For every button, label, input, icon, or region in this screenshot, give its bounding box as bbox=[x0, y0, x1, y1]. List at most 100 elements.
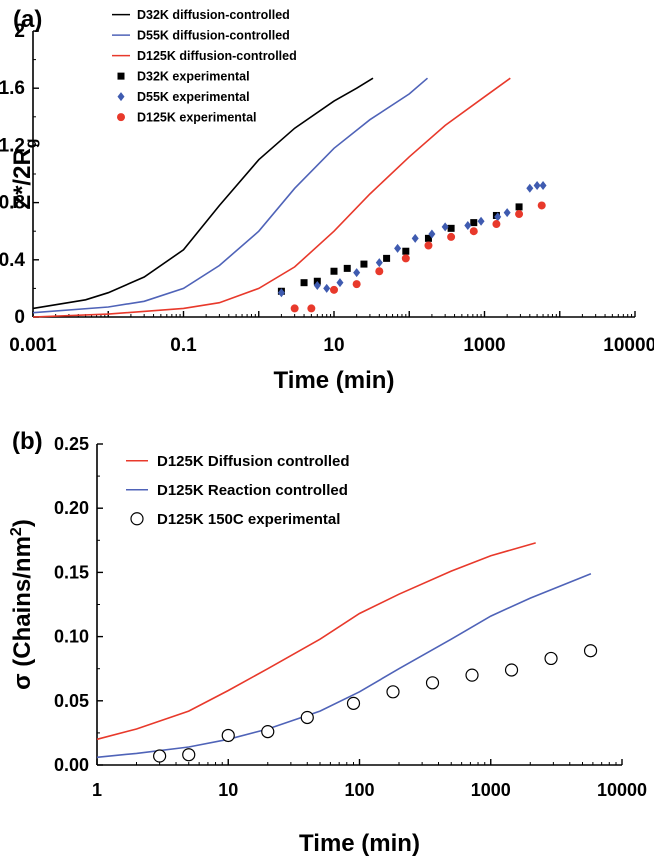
x-tick-label: 1000 bbox=[463, 335, 505, 356]
y-tick-label: 1.2 bbox=[0, 135, 25, 156]
data-point-open-circle bbox=[182, 748, 196, 762]
legend-label: D125K Diffusion controlled bbox=[157, 453, 350, 470]
legend-label: D125K experimental bbox=[137, 111, 257, 125]
data-point-open-circle bbox=[261, 725, 275, 739]
legend-label: D125K 150C experimental bbox=[157, 511, 340, 528]
x-tick-label: 1000 bbox=[471, 780, 511, 800]
y-tick-label: 0.05 bbox=[54, 691, 89, 711]
legend-label: D55K diffusion-controlled bbox=[137, 29, 290, 43]
y-tick-label: 0.10 bbox=[54, 627, 89, 647]
y-tick-label: 0.4 bbox=[0, 250, 25, 271]
data-point-open-circle bbox=[583, 644, 598, 658]
data-point-square bbox=[343, 264, 351, 272]
y-tick-label: 0 bbox=[14, 307, 25, 328]
legend-marker-square bbox=[117, 72, 125, 80]
legend-label: D32K experimental bbox=[137, 70, 250, 84]
y-axis-title: σ (Chains/nm2) bbox=[8, 519, 36, 690]
data-point-square bbox=[330, 267, 338, 275]
series-line bbox=[32, 77, 429, 314]
y-tick-label: 0.00 bbox=[54, 755, 89, 775]
legend-label: D125K Reaction controlled bbox=[157, 482, 348, 499]
y-tick-label: 1.6 bbox=[0, 78, 25, 99]
data-point-diamond bbox=[441, 222, 449, 232]
x-tick-label: 100000 bbox=[603, 335, 654, 356]
y-tick-label: 2 bbox=[14, 21, 25, 42]
series-line bbox=[96, 572, 592, 759]
data-point-circle bbox=[537, 201, 546, 210]
x-tick-label: 0.1 bbox=[170, 335, 197, 356]
data-point-open-circle bbox=[425, 676, 440, 690]
x-tick-label: 1 bbox=[92, 780, 102, 800]
data-point-diamond bbox=[313, 281, 321, 291]
data-point-circle bbox=[290, 304, 299, 313]
panel-label: (a) bbox=[13, 6, 42, 33]
y-tick-label: 0.15 bbox=[54, 562, 89, 582]
data-point-open-circle bbox=[504, 663, 519, 677]
data-point-diamond bbox=[394, 243, 402, 253]
data-point-diamond bbox=[336, 278, 344, 288]
data-point-square bbox=[424, 234, 432, 242]
data-point-circle bbox=[330, 285, 338, 294]
data-point-diamond bbox=[494, 212, 502, 222]
panel-b-chart: (b) 0.00 0.05 0.10 0.15 0.20 0.25 1 10 100 1000 100… bbox=[8, 428, 647, 857]
series-line bbox=[32, 77, 374, 310]
x-tick-label: 10 bbox=[218, 780, 238, 800]
data-point-circle bbox=[424, 241, 433, 250]
data-point-circle bbox=[307, 304, 316, 313]
x-axis-title: Time (min) bbox=[299, 830, 420, 857]
data-point-diamond bbox=[353, 268, 361, 278]
data-point-open-circle bbox=[153, 749, 167, 763]
data-point-diamond bbox=[375, 258, 383, 268]
legend-label: D32K diffusion-controlled bbox=[137, 8, 290, 22]
data-point-diamond bbox=[323, 283, 331, 293]
data-point-circle bbox=[401, 254, 410, 263]
y-tick-label: 0.20 bbox=[54, 498, 89, 518]
data-point-open-circle bbox=[465, 668, 479, 682]
y-axis-title-main: σ (Chains/nm bbox=[9, 536, 36, 690]
data-point-circle bbox=[492, 220, 501, 229]
data-point-circle bbox=[469, 227, 478, 236]
x-tick-label: 0.001 bbox=[9, 335, 57, 356]
data-point-open-circle bbox=[300, 710, 314, 725]
panel-a-chart: (a) 0 0.4 0.8 1.2 1.6 2 0.001 0.1 10 1000 100000 Tim… bbox=[0, 6, 654, 394]
data-point-diamond bbox=[539, 180, 547, 190]
y-tick-label: 0.25 bbox=[54, 434, 89, 454]
y-axis-title-main: Z*/2R bbox=[9, 148, 36, 209]
data-point-square bbox=[402, 247, 410, 255]
data-point-open-circle bbox=[221, 728, 235, 743]
data-point-diamond bbox=[411, 233, 419, 243]
data-point-square bbox=[300, 279, 308, 287]
legend-label: D55K experimental bbox=[137, 90, 250, 104]
data-point-square bbox=[515, 203, 523, 211]
legend-label: D125K diffusion-controlled bbox=[137, 49, 297, 63]
y-axis-title-subscript: g bbox=[23, 138, 40, 148]
data-point-square bbox=[447, 224, 455, 232]
data-point-open-circle bbox=[346, 696, 361, 710]
data-point-diamond bbox=[533, 180, 541, 190]
legend-marker-diamond bbox=[117, 92, 125, 102]
series-line bbox=[32, 77, 511, 318]
x-tick-label: 10000 bbox=[597, 780, 647, 800]
y-tick-label: 0.8 bbox=[0, 193, 25, 214]
y-axis-title-close: ) bbox=[9, 519, 36, 527]
panel-label: (b) bbox=[12, 428, 43, 455]
x-axis-title: Time (min) bbox=[274, 367, 395, 394]
data-point-square bbox=[360, 260, 368, 268]
data-point-circle bbox=[375, 267, 384, 276]
legend-marker-circle bbox=[117, 113, 125, 122]
series-line bbox=[96, 542, 536, 741]
y-axis-title: Z*/2Rg bbox=[9, 138, 40, 209]
data-point-open-circle bbox=[544, 651, 558, 666]
data-point-circle bbox=[447, 232, 456, 241]
data-point-circle bbox=[352, 280, 361, 289]
data-point-circle bbox=[515, 210, 524, 219]
data-point-diamond bbox=[503, 208, 511, 218]
data-point-diamond bbox=[464, 220, 472, 230]
x-tick-label: 100 bbox=[344, 780, 374, 800]
data-point-square bbox=[470, 219, 478, 227]
data-point-open-circle bbox=[386, 685, 400, 699]
data-point-diamond bbox=[477, 216, 485, 226]
legend-marker-open-circle bbox=[130, 512, 144, 526]
y-axis-title-superscript: 2 bbox=[8, 527, 25, 536]
